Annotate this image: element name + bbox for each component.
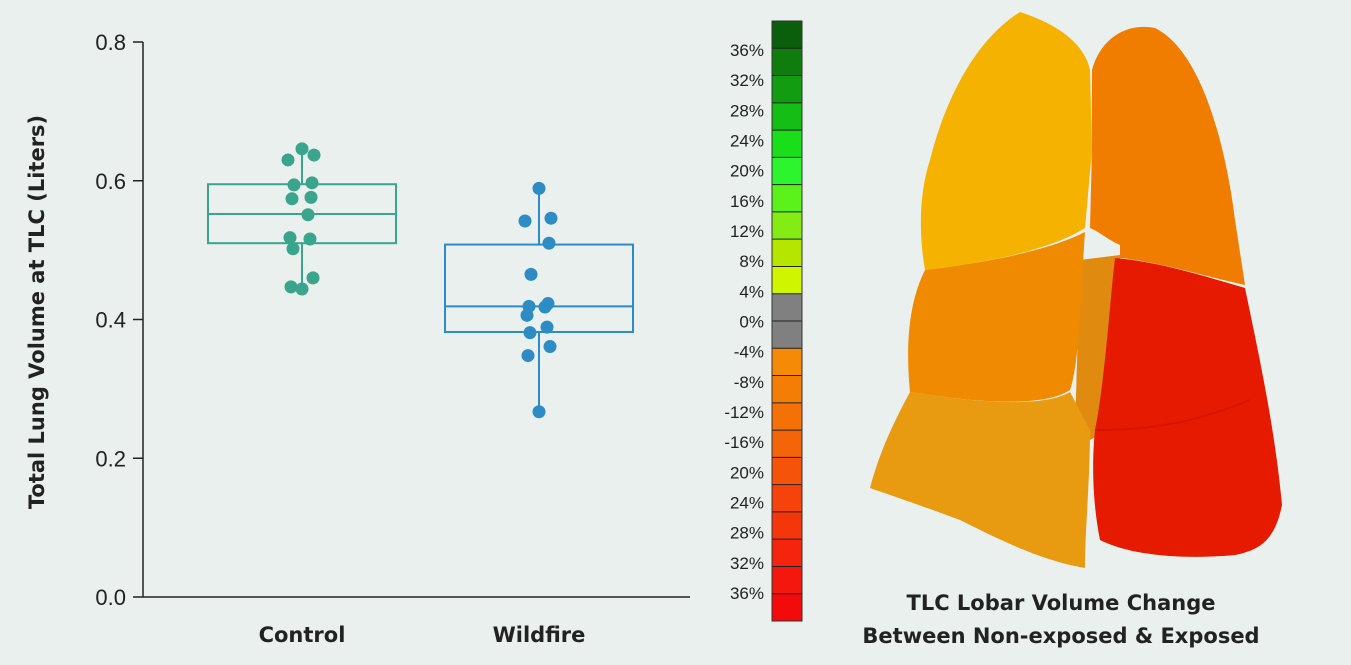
data-point: [284, 280, 298, 294]
colorbar-label: -4%: [734, 343, 764, 362]
data-point: [524, 267, 538, 281]
box-control: [207, 142, 397, 296]
colorbar-cell: [772, 511, 802, 540]
colorbar-cell: [772, 539, 802, 567]
lobar-caption-line1: TLC Lobar Volume Change: [907, 591, 1216, 615]
boxes: [207, 142, 634, 419]
category-label-wildfire: Wildfire: [493, 623, 586, 647]
colorbar-cell: [772, 48, 802, 77]
colorbar-cell: [772, 457, 802, 486]
data-point: [521, 349, 535, 363]
y-tick-label: 0.6: [95, 169, 126, 194]
box-iqr: [444, 243, 634, 333]
category-labels: Control Wildfire: [259, 623, 586, 647]
colorbar-cell: [772, 430, 802, 458]
colorbar-cell: [772, 266, 802, 295]
data-point: [542, 236, 556, 250]
colorbar-label: 28%: [730, 524, 764, 543]
data-point: [532, 405, 546, 419]
colorbar-cell: [772, 184, 802, 213]
lobe-lower-left: [870, 392, 1090, 568]
data-point: [518, 214, 532, 228]
y-tick-label: 0.8: [95, 30, 126, 55]
data-point: [307, 148, 321, 162]
colorbar-label: 20%: [730, 463, 764, 482]
colorbar-cell: [772, 484, 802, 513]
lung-illustration: [870, 12, 1282, 568]
data-point: [543, 340, 557, 354]
boxplot-chart: 0.0 0.2 0.4 0.6 0.8 Control Wildfire Total Lu…: [25, 30, 690, 647]
y-tick-label: 0.0: [95, 585, 126, 610]
data-point: [301, 208, 315, 222]
colorbar-label: 36%: [730, 584, 764, 603]
box-wildfire: [444, 181, 634, 419]
data-point: [283, 231, 297, 245]
colorbar-label: 32%: [730, 71, 764, 90]
colorbar-cell: [772, 130, 802, 158]
lobe-upper-left: [920, 12, 1092, 270]
colorbar-label: -8%: [734, 373, 764, 392]
data-point: [532, 181, 546, 195]
colorbar-label: 24%: [730, 132, 764, 151]
lobar-caption-line2: Between Non-exposed & Exposed: [862, 624, 1259, 648]
data-point: [295, 142, 309, 156]
lobe-lower-right: [1093, 258, 1282, 557]
data-point: [285, 192, 299, 206]
colorbar-cell: [772, 21, 802, 49]
colorbar-cell: [772, 157, 802, 186]
colorbar-cell: [772, 321, 802, 349]
data-point: [538, 300, 552, 314]
colorbar-cell: [772, 402, 802, 431]
data-point: [520, 308, 534, 322]
colorbar-label: 12%: [730, 222, 764, 241]
colorbar-cell: [772, 348, 802, 377]
colorbar-label: 36%: [730, 41, 764, 60]
colorbar-labels: 36% 32% 28% 24% 20% 16% 12% 8% 4% 0% -4% -8% -12% -16…: [724, 41, 764, 603]
data-point: [305, 176, 319, 190]
colorbar-label: 0%: [739, 313, 764, 332]
colorbar-cell: [772, 75, 802, 104]
colorbar-cell: [772, 566, 802, 595]
y-tick-label: 0.4: [95, 308, 126, 333]
data-point: [306, 271, 320, 285]
colorbar-cell: [772, 293, 802, 322]
data-point: [540, 320, 554, 334]
data-point: [295, 282, 309, 296]
data-point: [287, 178, 301, 192]
category-label-control: Control: [259, 623, 346, 647]
colorbar-label: 8%: [739, 252, 764, 271]
colorbar-cell: [772, 239, 802, 267]
data-point: [523, 326, 537, 340]
colorbar-cell: [772, 375, 802, 404]
colorbar: 36% 32% 28% 24% 20% 16% 12% 8% 4% 0% -4% -8% -12% -16…: [724, 20, 803, 622]
colorbar-cell: [772, 211, 802, 240]
colorbar-cells: [772, 21, 802, 622]
data-point: [304, 190, 318, 204]
colorbar-label: -12%: [724, 403, 764, 422]
colorbar-label: 32%: [730, 554, 764, 573]
colorbar-frame: [771, 20, 803, 622]
data-point: [281, 153, 295, 167]
colorbar-label: 24%: [730, 494, 764, 513]
y-axis-title: Total Lung Volume at TLC (Liters): [25, 115, 49, 509]
lobe-middle-left: [908, 232, 1085, 402]
colorbar-cell: [772, 102, 802, 131]
colorbar-label: 4%: [739, 282, 764, 301]
colorbar-label: 28%: [730, 101, 764, 120]
colorbar-cell: [772, 593, 802, 622]
colorbar-label: -16%: [724, 433, 764, 452]
colorbar-label: 16%: [730, 192, 764, 211]
y-ticks: 0.0 0.2 0.4 0.6 0.8: [95, 30, 143, 610]
data-point: [303, 232, 317, 246]
data-point: [286, 242, 300, 256]
data-point: [544, 211, 558, 225]
lobe-seam: [1094, 399, 1251, 431]
lobe-upper-right: [1090, 26, 1245, 285]
y-tick-label: 0.2: [95, 446, 126, 471]
colorbar-label: 20%: [730, 162, 764, 181]
